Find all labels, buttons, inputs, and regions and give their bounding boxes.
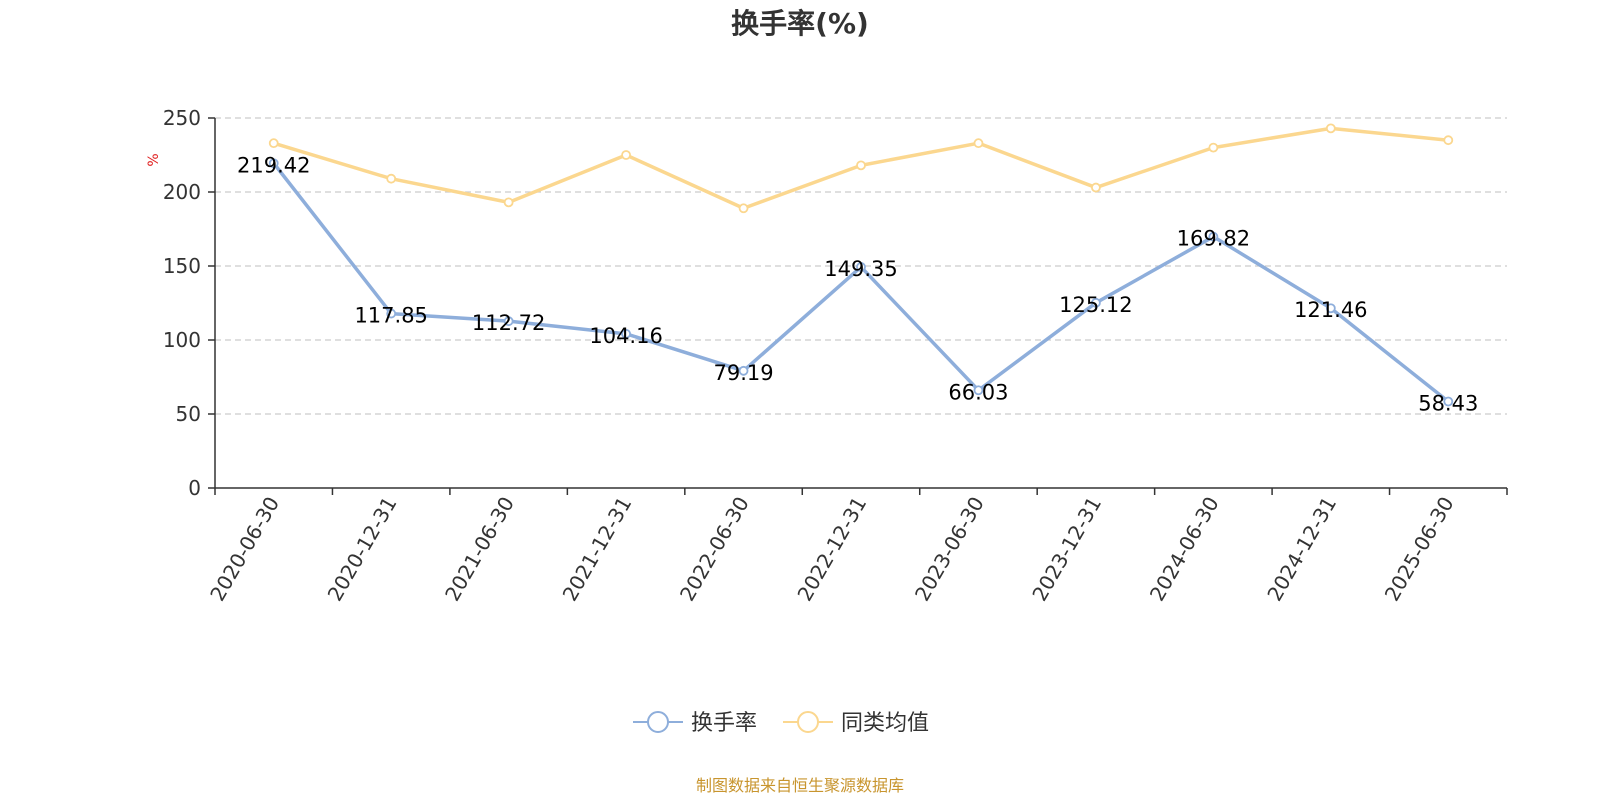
x-tick-label: 2023-06-30 <box>910 493 989 606</box>
data-point <box>1208 231 1219 242</box>
data-point <box>856 160 866 171</box>
data-point <box>1325 123 1336 134</box>
data-label: 79.19 <box>713 361 773 385</box>
data-label: 104.16 <box>589 324 662 348</box>
x-tick-label: 2023-12-31 <box>1027 493 1106 606</box>
data-point <box>268 158 279 169</box>
data-source-note: 制图数据来自恒生聚源数据库 <box>696 776 904 795</box>
legend-marker-icon <box>797 711 819 733</box>
x-tick-label: 2020-06-30 <box>205 493 284 606</box>
data-label: 117.85 <box>354 304 427 328</box>
data-point <box>1443 135 1454 146</box>
x-tick-label: 2021-06-30 <box>440 493 519 606</box>
legend-item-turnover-rate[interactable]: 换手率 <box>633 711 757 736</box>
legend-label: 换手率 <box>691 711 757 736</box>
data-point <box>503 316 514 327</box>
x-tick-label: 2020-12-31 <box>323 493 402 606</box>
y-tick-label: 100 <box>163 328 201 352</box>
x-tick-label: 2022-12-31 <box>792 493 871 606</box>
data-point <box>1091 297 1101 308</box>
data-point <box>386 173 397 184</box>
legend: 换手率 同类均值 <box>633 711 929 736</box>
axes: 0 50 100 150 200 250 2020-06-30 2020-12-31 2021-… <box>163 106 1508 606</box>
data-label: 125.12 <box>1059 293 1132 317</box>
data-point <box>621 150 631 160</box>
y-tick-label: 200 <box>163 180 201 204</box>
x-tick-label: 2025-06-30 <box>1380 493 1459 606</box>
y-tick-label: 250 <box>163 106 201 130</box>
y-tick-label: 150 <box>163 254 201 278</box>
data-point <box>738 203 749 214</box>
data-point <box>621 328 631 339</box>
legend-item-peer-average[interactable]: 同类均值 <box>783 711 929 736</box>
legend-label: 同类均值 <box>841 711 929 736</box>
y-tick-label: 50 <box>176 402 201 426</box>
series-line <box>272 162 1450 403</box>
legend-marker-icon <box>647 711 669 733</box>
y-tick-label: 0 <box>188 476 201 500</box>
data-label: 58.43 <box>1418 392 1478 416</box>
series-layer <box>268 123 1454 407</box>
data-point <box>1091 182 1101 193</box>
x-tick-label: 2022-06-30 <box>675 493 754 606</box>
data-point <box>1208 142 1219 153</box>
data-point <box>1325 303 1336 314</box>
data-labels: 219.42 117.85 112.72 104.16 79.19 149.35 66.03… <box>237 153 1478 415</box>
data-point <box>386 308 397 319</box>
series-peer-average <box>268 123 1454 214</box>
data-label: 121.46 <box>1294 298 1367 322</box>
data-point <box>503 197 514 208</box>
data-label: 149.35 <box>824 257 897 281</box>
data-label: 169.82 <box>1177 227 1250 251</box>
data-label: 112.72 <box>472 311 545 335</box>
x-tick-label: 2024-12-31 <box>1262 493 1341 606</box>
x-tick-label: 2021-12-31 <box>558 493 637 606</box>
data-point <box>268 138 279 149</box>
y-axis-unit-label: % <box>146 153 162 166</box>
data-point <box>856 262 866 272</box>
data-point <box>738 365 749 376</box>
data-point <box>973 385 984 396</box>
data-label: 66.03 <box>948 380 1008 404</box>
data-point <box>1443 396 1454 407</box>
data-point <box>973 138 984 149</box>
series-turnover-rate <box>268 158 1454 407</box>
chart-title: 换手率(%) <box>731 7 869 40</box>
data-label: 219.42 <box>237 153 310 177</box>
x-tick-label: 2024-06-30 <box>1145 493 1224 606</box>
